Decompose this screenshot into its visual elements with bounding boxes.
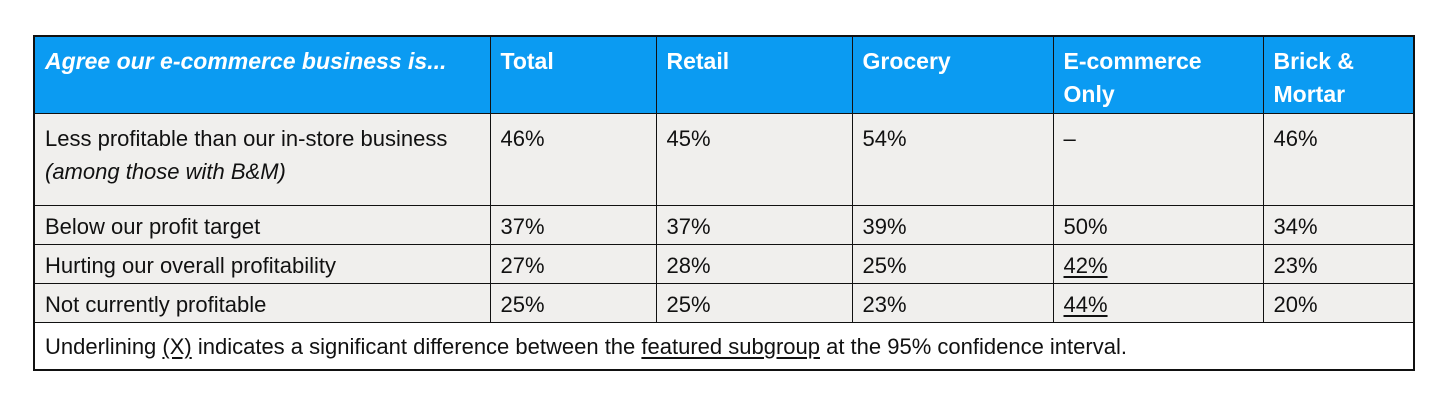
row-label: Hurting our overall profitability <box>33 244 491 284</box>
cell-grocery: 25% <box>851 244 1054 284</box>
footnote-text: indicates a significant difference betwe… <box>191 334 642 359</box>
header-row: Agree our e-commerce business is... Tota… <box>33 35 1415 114</box>
header-retail: Retail <box>655 35 853 114</box>
cell-total: 46% <box>489 113 657 206</box>
header-question: Agree our e-commerce business is... <box>33 35 491 114</box>
table-row: Below our profit target 37% 37% 39% 50% … <box>33 205 1415 245</box>
row-sublabel: (among those with B&M) <box>45 159 286 184</box>
significant-value: 44% <box>1063 292 1108 317</box>
table-row: Hurting our overall profitability 27% 28… <box>33 244 1415 284</box>
cell-brick-and-mortar: 20% <box>1262 283 1415 323</box>
cell-brick-and-mortar: 23% <box>1262 244 1415 284</box>
cell-ecommerce-only: 44% <box>1052 283 1264 323</box>
footnote-text: Underlining <box>45 334 163 359</box>
cell-ecommerce-only: 42% <box>1052 244 1264 284</box>
cell-brick-and-mortar: 34% <box>1262 205 1415 245</box>
row-label-text: Less profitable than our in-store busine… <box>45 126 448 151</box>
cell-retail: 45% <box>655 113 853 206</box>
survey-results-table: Agree our e-commerce business is... Tota… <box>33 35 1415 371</box>
cell-grocery: 39% <box>851 205 1054 245</box>
footnote-featured-subgroup: featured subgroup <box>641 334 820 359</box>
footnote-text: at the 95% confidence interval. <box>819 334 1127 359</box>
cell-total: 37% <box>489 205 657 245</box>
table-row: Less profitable than our in-store busine… <box>33 113 1415 206</box>
cell-ecommerce-only: – <box>1052 113 1264 206</box>
cell-grocery: 54% <box>851 113 1054 206</box>
cell-retail: 25% <box>655 283 853 323</box>
row-label: Not currently profitable <box>33 283 491 323</box>
cell-ecommerce-only: 50% <box>1052 205 1264 245</box>
header-total: Total <box>489 35 657 114</box>
cell-brick-and-mortar: 46% <box>1262 113 1415 206</box>
footnote-row: Underlining (X) indicates a significant … <box>33 322 1415 371</box>
header-grocery: Grocery <box>851 35 1054 114</box>
cell-total: 27% <box>489 244 657 284</box>
footnote-marker: (X) <box>162 334 192 359</box>
cell-total: 25% <box>489 283 657 323</box>
cell-retail: 37% <box>655 205 853 245</box>
row-label: Less profitable than our in-store busine… <box>33 113 491 206</box>
header-ecommerce-only: E-commerce Only <box>1052 35 1264 114</box>
significant-value: 42% <box>1063 253 1108 278</box>
table-row: Not currently profitable 25% 25% 23% 44%… <box>33 283 1415 323</box>
footnote: Underlining (X) indicates a significant … <box>33 322 1415 371</box>
row-label: Below our profit target <box>33 205 491 245</box>
header-brick-and-mortar: Brick & Mortar <box>1262 35 1415 114</box>
cell-grocery: 23% <box>851 283 1054 323</box>
cell-retail: 28% <box>655 244 853 284</box>
